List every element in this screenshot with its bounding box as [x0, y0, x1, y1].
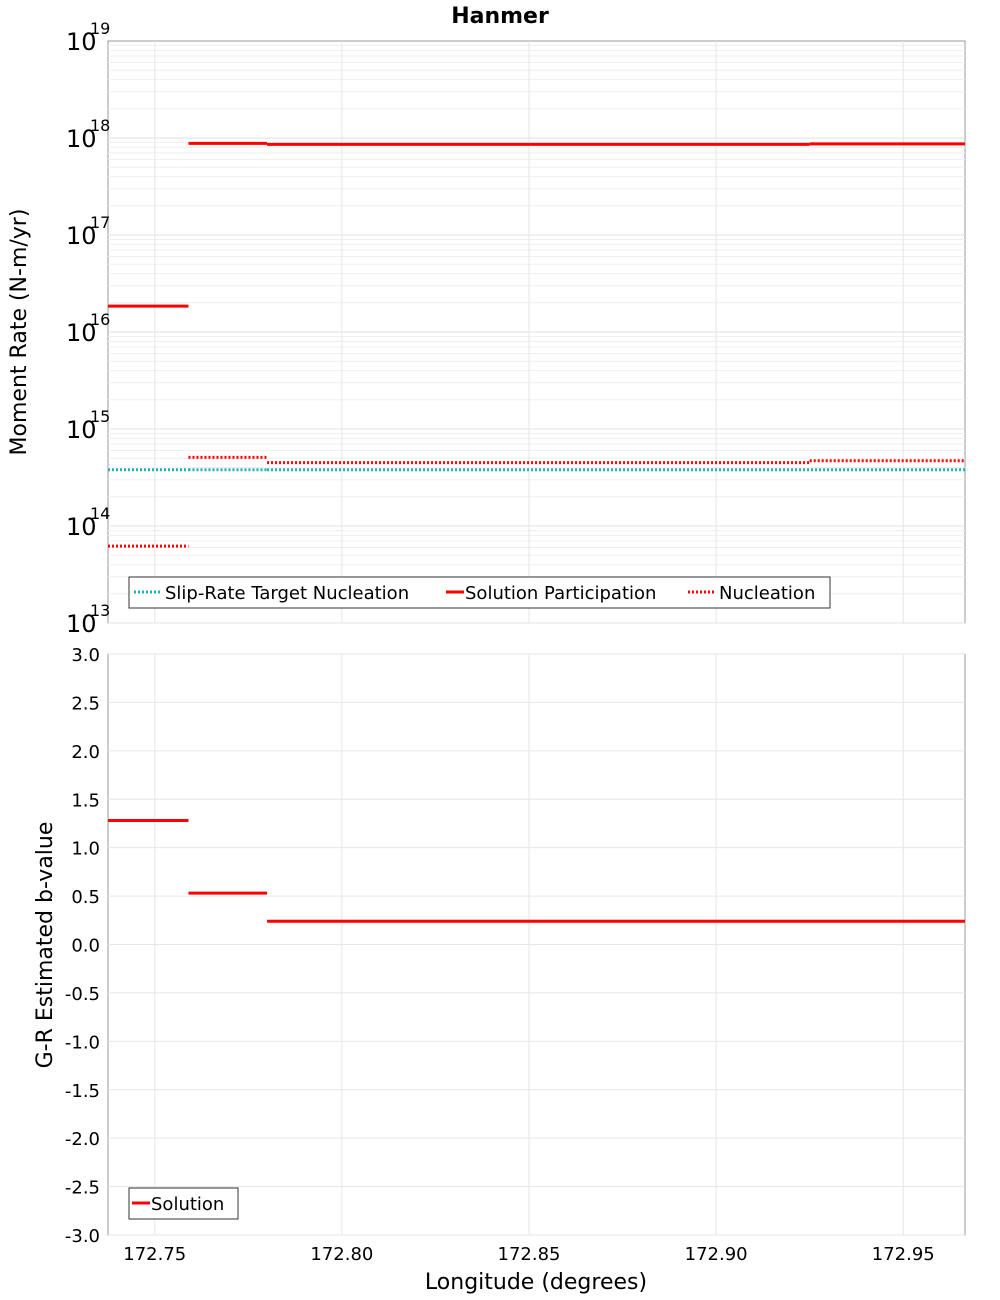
- b-value-panel: 3.0 2.5 2.0 1.5 1.0 0.5 0.0 -0.5 -1.0 -1.5 -2.0 -2.…: [33, 645, 966, 1295]
- moment-rate-y-tick-exponent: 16: [90, 310, 110, 329]
- moment-rate-y-tick-exponent: 18: [90, 116, 110, 135]
- b-value-y-axis-label: G-R Estimated b-value: [33, 822, 58, 1069]
- b-value-series: [108, 819, 965, 923]
- moment-rate-y-tick-exponent: 14: [90, 504, 110, 523]
- moment-rate-legend: Slip-Rate Target Nucleation Solution Par…: [128, 576, 831, 609]
- b-value-y-tick-label: 0.5: [71, 887, 100, 908]
- longitude-x-tick-label: 172.75: [123, 1244, 186, 1265]
- moment-rate-series: [108, 141, 965, 548]
- b-value-grid: [108, 653, 965, 1236]
- b-value-y-tick-label: 1.5: [71, 790, 100, 811]
- chart-title: Hanmer: [451, 4, 549, 29]
- b-value-y-tick-label: 1.0: [71, 839, 100, 860]
- moment-rate-y-tick-exponent: 17: [90, 213, 110, 232]
- b-value-y-tick-label: -1.0: [65, 1032, 100, 1053]
- moment-rate-y-tick-base: 10: [66, 416, 97, 444]
- longitude-x-axis-label: Longitude (degrees): [425, 1270, 647, 1295]
- moment-rate-y-tick-base: 10: [66, 222, 97, 250]
- b-value-y-tick-label: -2.5: [65, 1178, 100, 1199]
- b-value-y-tick-label: 2.0: [71, 742, 100, 763]
- longitude-x-tick-label: 172.80: [310, 1244, 373, 1265]
- moment-rate-y-tick-base: 10: [66, 610, 97, 638]
- longitude-x-tick-label: 172.90: [685, 1244, 748, 1265]
- moment-rate-y-tick-exponent: 13: [90, 601, 110, 620]
- moment-rate-y-tick-base: 10: [66, 319, 97, 347]
- longitude-x-tick-label: 172.85: [498, 1244, 561, 1265]
- legend-label-solution-participation: Solution Participation: [465, 583, 656, 604]
- b-value-y-tick-label: 3.0: [71, 645, 100, 666]
- b-value-y-ticks: 3.0 2.5 2.0 1.5 1.0 0.5 0.0 -0.5 -1.0 -1.5 -2.0 -2.…: [65, 645, 100, 1247]
- b-value-legend: Solution: [128, 1187, 239, 1220]
- b-value-y-tick-label: -1.5: [65, 1081, 100, 1102]
- moment-rate-y-tick-base: 10: [66, 513, 97, 541]
- legend-label-nucleation: Nucleation: [719, 583, 815, 604]
- moment-rate-y-axis-label: Moment Rate (N-m/yr): [7, 209, 32, 456]
- b-value-y-tick-label: -2.0: [65, 1129, 100, 1150]
- moment-rate-y-tick-exponent: 19: [90, 19, 110, 38]
- longitude-x-tick-label: 172.95: [872, 1244, 935, 1265]
- b-value-y-tick-label: -0.5: [65, 984, 100, 1005]
- longitude-x-ticks: 172.75 172.80 172.85 172.90 172.95: [123, 1244, 934, 1265]
- legend-label-solution: Solution: [151, 1194, 224, 1215]
- moment-rate-y-tick-base: 10: [66, 28, 97, 56]
- b-value-y-tick-label: -3.0: [65, 1226, 100, 1247]
- moment-rate-y-tick-base: 10: [66, 125, 97, 153]
- b-value-y-tick-label: 2.5: [71, 693, 100, 714]
- moment-rate-y-tick-exponent: 15: [90, 407, 110, 426]
- legend-label-slip-rate-target-nucleation: Slip-Rate Target Nucleation: [165, 583, 409, 604]
- b-value-y-tick-label: 0.0: [71, 936, 100, 957]
- moment-rate-grid: [108, 41, 965, 624]
